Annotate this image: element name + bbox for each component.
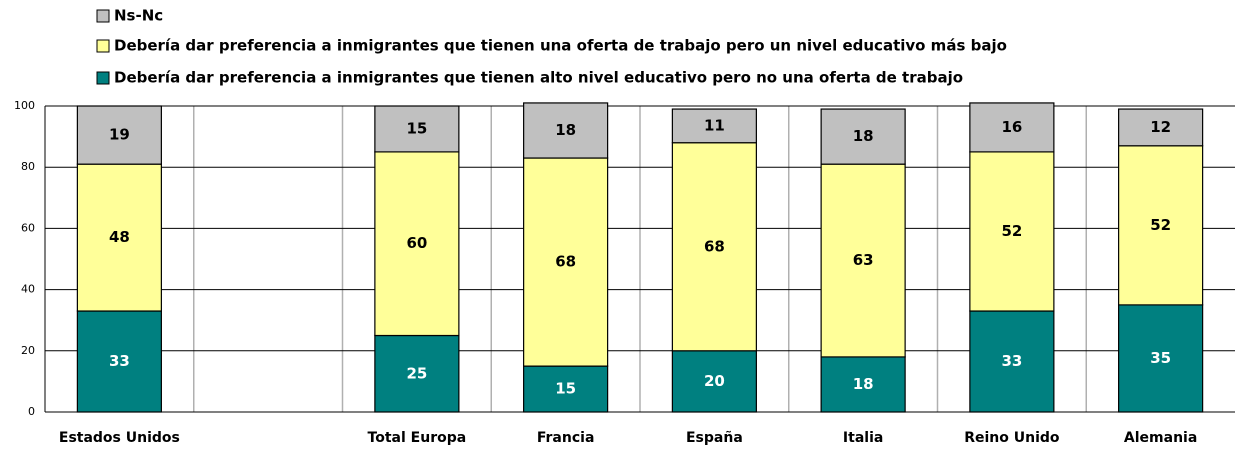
bar-segment <box>76 310 162 413</box>
data-label: 52 <box>1150 216 1171 234</box>
data-label: 11 <box>704 116 725 134</box>
x-tick-label: Reino Unido <box>964 430 1060 446</box>
legend-swatch <box>96 39 110 53</box>
legend-label: Debería dar preferencia a inmigrantes qu… <box>114 69 963 87</box>
legend-label: Ns-Nc <box>114 7 163 25</box>
bar-segment <box>374 105 460 153</box>
legend-label: Debería dar preferencia a inmigrantes qu… <box>114 37 1007 55</box>
bar-segment <box>1118 108 1204 147</box>
data-label: 15 <box>406 119 427 137</box>
bar-segment <box>671 142 757 352</box>
legend-swatch <box>96 9 110 23</box>
y-tick-label: 0 <box>28 405 35 418</box>
bar-segment <box>671 350 757 413</box>
x-tick-label: España <box>686 430 743 446</box>
bar-segment <box>969 102 1055 153</box>
data-label: 63 <box>853 251 874 269</box>
bar-segment <box>523 157 609 367</box>
data-label: 52 <box>1001 222 1022 240</box>
y-tick-label: 100 <box>14 99 35 112</box>
data-label: 18 <box>555 121 576 139</box>
data-label: 35 <box>1150 349 1171 367</box>
bar-segment <box>523 365 609 413</box>
data-label: 19 <box>109 126 130 144</box>
x-tick-label: Estados Unidos <box>59 430 180 446</box>
bar-segment <box>523 102 609 159</box>
data-label: 20 <box>704 372 725 390</box>
bar-segment <box>671 108 757 144</box>
bar-segment <box>374 151 460 337</box>
data-label: 33 <box>1001 352 1022 370</box>
bar-segment <box>76 105 162 165</box>
bar-segment <box>820 356 906 413</box>
bar-segment <box>820 163 906 358</box>
data-label: 68 <box>555 253 576 271</box>
y-tick-label: 60 <box>21 221 35 234</box>
y-tick-label: 80 <box>21 160 35 173</box>
data-label: 48 <box>109 228 130 246</box>
x-tick-label: Alemania <box>1124 430 1197 446</box>
data-label: 68 <box>704 237 725 255</box>
bar-segment <box>969 151 1055 312</box>
legend-swatch <box>96 71 110 85</box>
y-tick-label: 40 <box>21 283 35 296</box>
bar-segment <box>969 310 1055 413</box>
bar-segment <box>820 108 906 165</box>
x-tick-label: Italia <box>843 430 883 446</box>
bar-segment <box>1118 145 1204 306</box>
data-label: 18 <box>853 127 874 145</box>
bar-segment <box>374 334 460 413</box>
bar-segment <box>76 163 162 312</box>
x-tick-label: Francia <box>537 430 595 446</box>
data-label: 25 <box>406 364 427 382</box>
data-label: 60 <box>406 234 427 252</box>
data-label: 15 <box>555 380 576 398</box>
x-tick-label: Total Europa <box>368 430 467 446</box>
data-label: 18 <box>853 375 874 393</box>
data-label: 33 <box>109 352 130 370</box>
data-label: 16 <box>1001 118 1022 136</box>
bar-segment <box>1118 304 1204 413</box>
data-label: 12 <box>1150 118 1171 136</box>
y-tick-label: 20 <box>21 344 35 357</box>
